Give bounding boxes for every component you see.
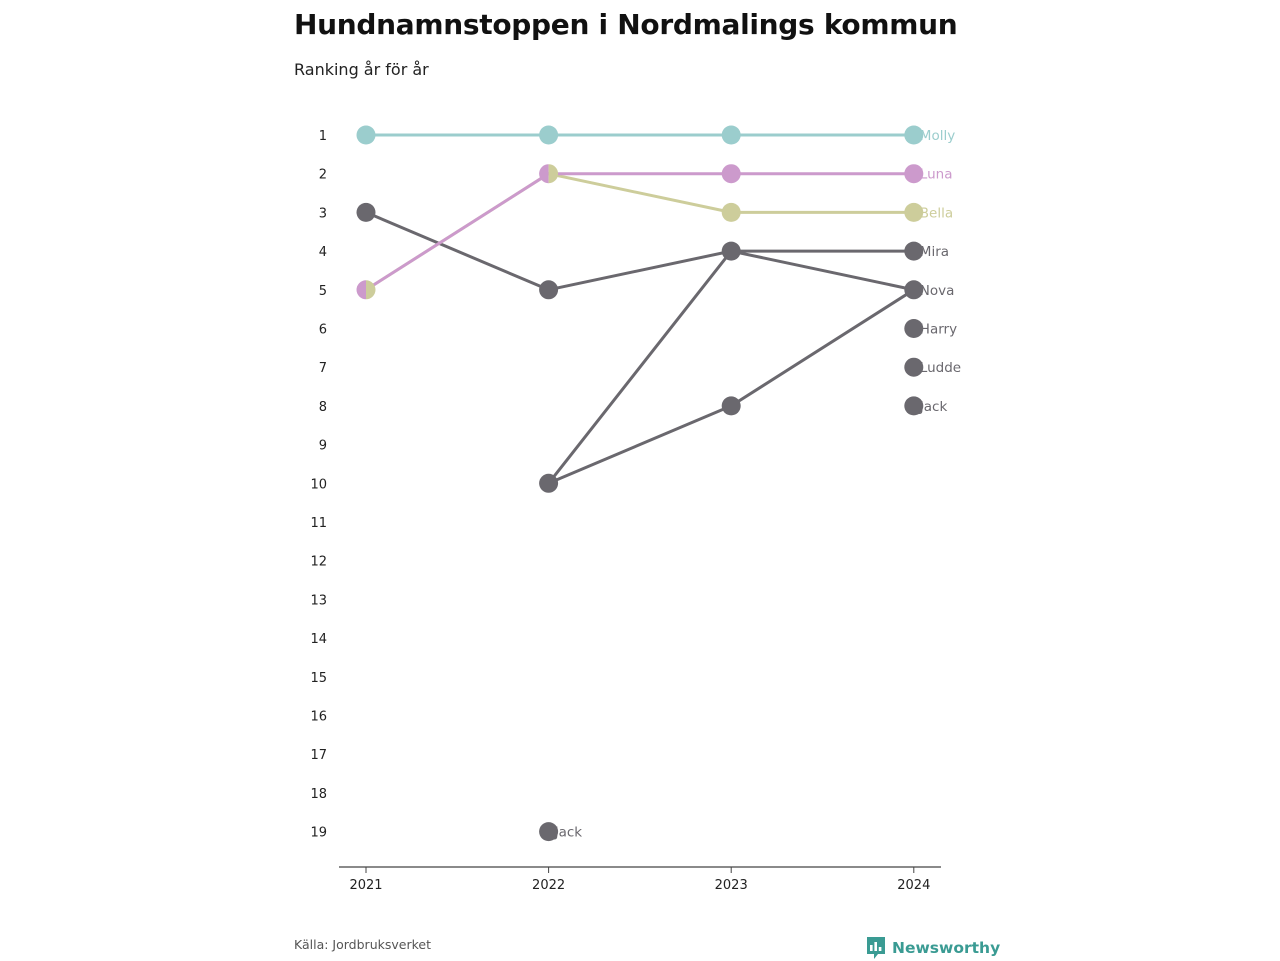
- y-tick-label: 9: [319, 439, 327, 454]
- y-tick-label: 3: [319, 206, 327, 221]
- series-point-luna: [904, 164, 924, 184]
- series-points: [356, 125, 924, 842]
- y-tick-label: 18: [310, 787, 327, 802]
- series-point-harry: [904, 319, 924, 338]
- series-line-bella: [547, 172, 733, 214]
- end-labels: Molly Luna Bella Mira Nova Harry Ludde Jack Jack: [554, 128, 961, 841]
- y-tick-label: 1: [319, 129, 327, 144]
- series-point-nova: [356, 202, 376, 222]
- series-line-nova: [364, 210, 551, 292]
- y-tick-label: 19: [310, 826, 327, 841]
- logo-text: Newsworthy: [892, 939, 1001, 957]
- y-tick-label: 17: [310, 748, 327, 763]
- y-tick-label: 4: [319, 245, 327, 260]
- y-tick-label: 15: [310, 671, 327, 686]
- series-line-luna: [364, 172, 551, 292]
- y-tick-label: 5: [319, 284, 327, 299]
- series-point-molly: [356, 125, 376, 145]
- y-tick-label: 11: [310, 516, 327, 531]
- series-point-luna: [356, 280, 366, 300]
- end-label-jack: Jack: [919, 399, 948, 415]
- series-point-nova: [904, 280, 924, 300]
- series-point-bella: [366, 280, 376, 300]
- series-point-molly: [539, 125, 559, 145]
- end-label-mira: Mira: [920, 244, 949, 260]
- y-tick-label: 10: [310, 477, 327, 492]
- end-label-molly: Molly: [920, 128, 955, 144]
- x-axis: 2021 2022 2023 2024: [339, 866, 941, 893]
- series-point-mira: [904, 241, 924, 261]
- series-line-nova: [729, 249, 916, 292]
- series-line-nova: [547, 249, 733, 292]
- x-tick-label: 2022: [532, 878, 565, 893]
- y-tick-label: 2: [319, 168, 327, 183]
- y-tick-label: 12: [310, 555, 327, 570]
- series-point-mira: [721, 241, 741, 261]
- series-line-jack: [547, 404, 733, 485]
- series-point-nova: [539, 280, 559, 300]
- newsworthy-logo[interactable]: Newsworthy: [865, 935, 1000, 961]
- x-tick-label: 2024: [897, 878, 930, 893]
- series-point-jack: [904, 396, 924, 416]
- chart-subtitle: Ranking år för år: [294, 60, 429, 79]
- y-tick-label: 14: [310, 632, 327, 647]
- series-lines: [364, 133, 916, 485]
- series-point-ludde: [904, 357, 924, 377]
- series-line-jack: [729, 288, 916, 408]
- y-tick-label: 6: [319, 323, 327, 338]
- y-tick-label: 13: [310, 593, 327, 608]
- end-label-jack: Jack: [554, 825, 583, 841]
- series-point-luna: [721, 164, 741, 184]
- series-point-molly: [904, 125, 924, 145]
- y-tick-label: 7: [319, 361, 327, 376]
- source-note: Källa: Jordbruksverket: [294, 937, 431, 952]
- y-tick-label: 16: [310, 710, 327, 725]
- series-line-mira: [547, 249, 733, 485]
- x-tick-label: 2021: [349, 878, 382, 893]
- x-tick-label: 2023: [715, 878, 748, 893]
- series-point-jack: [539, 822, 559, 842]
- end-label-nova: Nova: [920, 283, 955, 299]
- y-tick-label: 8: [319, 400, 327, 415]
- bar-chart-badge-icon: [867, 937, 885, 959]
- end-label-harry: Harry: [920, 322, 957, 338]
- series-point-jack: [721, 396, 741, 416]
- series-point-bella: [904, 202, 924, 222]
- series-point-bella: [721, 202, 741, 222]
- end-label-ludde: Ludde: [920, 360, 961, 376]
- end-label-luna: Luna: [920, 167, 953, 183]
- end-label-bella: Bella: [920, 205, 953, 221]
- series-point-bella: [548, 164, 559, 184]
- chart-title: Hundnamnstoppen i Nordmalings kommun: [294, 8, 958, 41]
- series-point-mira: [539, 473, 559, 493]
- series-point-luna: [539, 164, 549, 184]
- series-point-molly: [721, 125, 741, 145]
